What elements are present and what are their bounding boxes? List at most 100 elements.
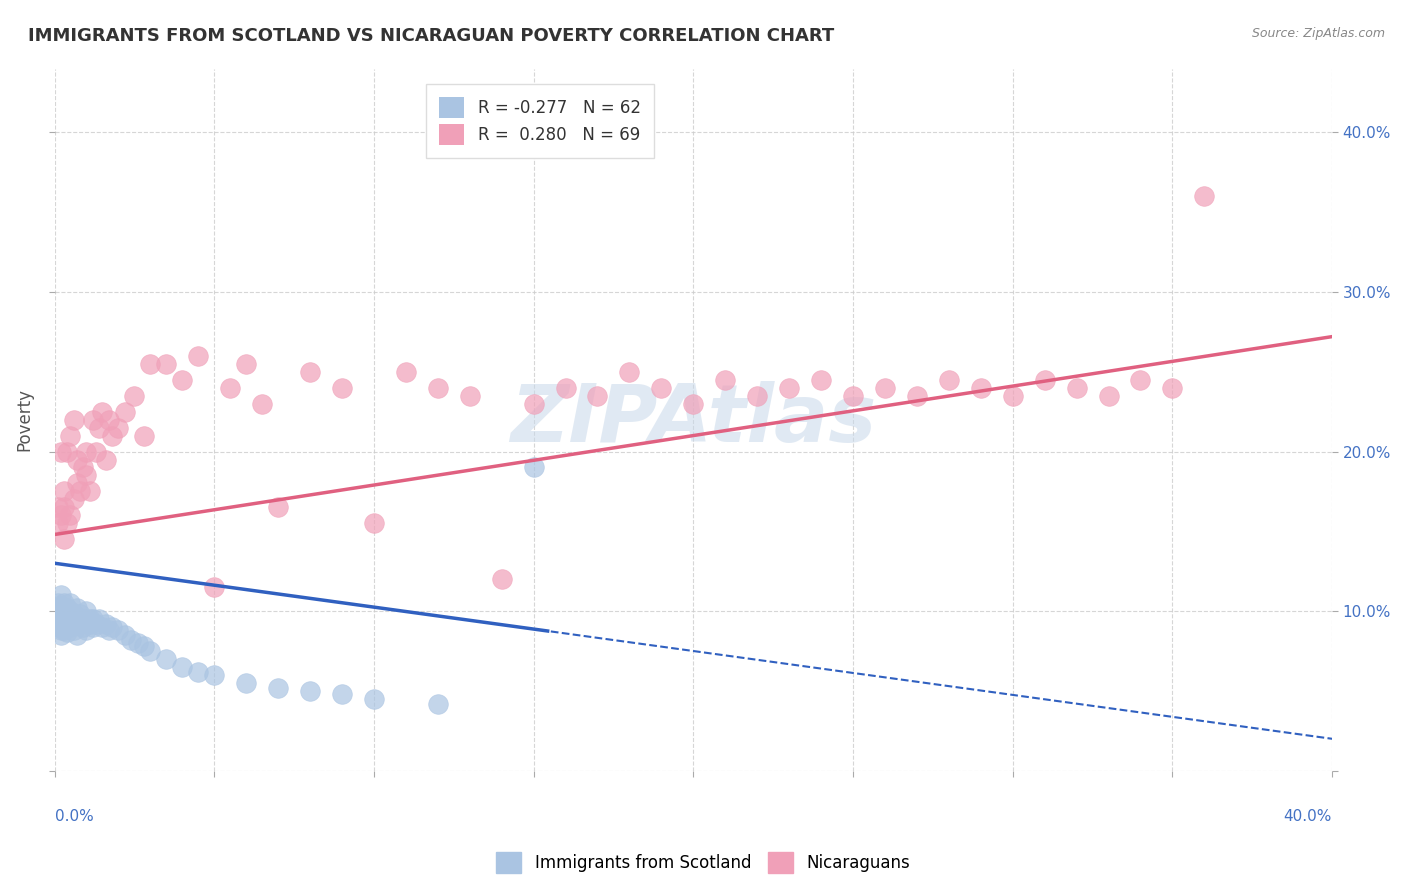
Text: ZIPAtlas: ZIPAtlas [510, 381, 876, 458]
Point [155, 357, 177, 371]
Point [82, 412, 104, 426]
Point [101, 620, 124, 634]
Point [330, 687, 353, 701]
Point [75, 624, 97, 638]
Point [235, 676, 257, 690]
Point [59, 428, 82, 442]
Point [59, 508, 82, 523]
Point [59, 596, 82, 610]
Point [778, 381, 800, 395]
Point [56, 444, 79, 458]
Point [873, 381, 896, 395]
Point [299, 365, 322, 379]
Point [97, 624, 120, 638]
Point [554, 381, 576, 395]
Point [114, 404, 136, 418]
Point [139, 357, 162, 371]
Point [94, 452, 117, 467]
Point [187, 665, 209, 679]
Point [82, 612, 104, 626]
Point [139, 644, 162, 658]
Point [53, 612, 76, 626]
Point [46, 516, 69, 531]
Point [267, 500, 290, 515]
Point [1001, 389, 1024, 403]
Point [53, 624, 76, 638]
Point [49, 628, 72, 642]
Point [46, 604, 69, 618]
Point [114, 628, 136, 642]
Point [69, 607, 91, 622]
Point [53, 484, 76, 499]
Point [747, 389, 769, 403]
Point [75, 444, 97, 458]
Point [155, 652, 177, 666]
Point [120, 632, 142, 647]
Point [66, 452, 89, 467]
Point [132, 428, 155, 442]
Point [79, 612, 101, 626]
Point [1066, 381, 1088, 395]
Point [49, 508, 72, 523]
Point [75, 604, 97, 618]
Text: Source: ZipAtlas.com: Source: ZipAtlas.com [1251, 27, 1385, 40]
Point [46, 596, 69, 610]
Point [202, 668, 225, 682]
Point [56, 607, 79, 622]
Text: 0.0%: 0.0% [55, 809, 93, 824]
Point [53, 604, 76, 618]
Point [89, 612, 111, 626]
Point [619, 365, 641, 379]
Point [72, 460, 94, 475]
Point [49, 624, 72, 638]
Point [72, 612, 94, 626]
Point [714, 373, 737, 387]
Point [1129, 373, 1152, 387]
Point [84, 444, 107, 458]
Point [810, 373, 832, 387]
Point [219, 381, 242, 395]
Point [107, 420, 129, 434]
Text: 40.0%: 40.0% [1284, 809, 1331, 824]
Point [53, 533, 76, 547]
Point [650, 381, 672, 395]
Point [49, 616, 72, 631]
Point [66, 601, 89, 615]
Point [62, 412, 84, 426]
Point [1033, 373, 1056, 387]
Legend: R = -0.277   N = 62, R =  0.280   N = 69: R = -0.277 N = 62, R = 0.280 N = 69 [426, 84, 654, 158]
Point [202, 580, 225, 594]
Point [101, 428, 124, 442]
Point [62, 607, 84, 622]
Point [91, 620, 114, 634]
Point [107, 624, 129, 638]
Point [842, 389, 865, 403]
Point [72, 620, 94, 634]
Point [250, 397, 273, 411]
Point [46, 612, 69, 626]
Point [267, 681, 290, 695]
Point [426, 697, 449, 711]
Point [491, 572, 513, 586]
Y-axis label: Poverty: Poverty [15, 388, 32, 451]
Point [1097, 389, 1119, 403]
Point [523, 460, 546, 475]
Point [187, 349, 209, 363]
Point [363, 692, 385, 706]
Point [363, 516, 385, 531]
Point [89, 420, 111, 434]
Point [1161, 381, 1184, 395]
Point [66, 628, 89, 642]
Point [91, 404, 114, 418]
Point [1194, 189, 1216, 203]
Point [426, 381, 449, 395]
Point [79, 484, 101, 499]
Point [970, 381, 993, 395]
Point [458, 389, 481, 403]
Point [172, 373, 194, 387]
Point [53, 596, 76, 610]
Point [82, 620, 104, 634]
Point [66, 476, 89, 491]
Point [62, 492, 84, 507]
Point [97, 412, 120, 426]
